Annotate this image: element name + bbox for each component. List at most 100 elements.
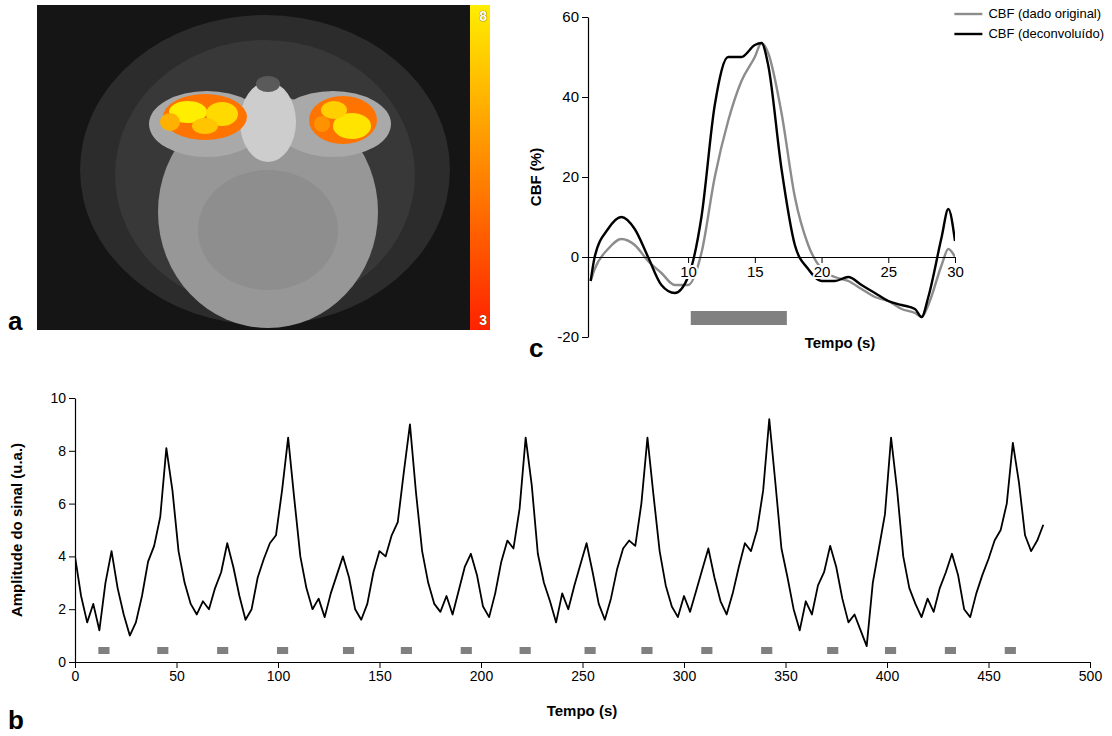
axis-line [588,18,589,338]
y-axis: 0 2 4 6 8 10 [50,390,75,670]
panel-letter: b [8,705,24,735]
activation-blob [321,101,347,119]
stimulus-bar [827,647,838,654]
tick-label: 100 [267,668,291,684]
tick: 0 [58,654,75,670]
tick-label: 250 [571,668,595,684]
tick-label: 6 [58,496,66,512]
series-line [591,43,955,317]
tick-label: 4 [58,548,66,564]
tick: 20 [814,257,831,280]
legend-label: CBF (dado original) [988,6,1101,21]
tick: 100 [267,662,291,684]
tick-mark [582,337,588,338]
image-panel: 38 [37,5,490,330]
stimulus-bar [277,647,288,654]
tick: 4 [58,548,75,564]
x-axis-title: Tempo (s) [547,702,618,719]
tick: 200 [470,662,494,684]
tick: 150 [368,662,392,684]
stimulus-bar [217,647,228,654]
tick-label: 150 [368,668,392,684]
image-background [37,5,470,330]
tick-label: 0 [72,668,80,684]
tick-label: 20 [814,263,831,280]
series-line [75,419,1043,646]
chart-panel: 1015202530-200204060Tempo (s)CBF (%)CBF … [527,6,1104,351]
tick-label: 2 [58,601,66,617]
tick-label: 0 [571,248,579,265]
stimulus-bar [98,647,109,654]
series-line [591,43,955,317]
tissue [256,76,280,92]
tick-mark [69,662,75,663]
legend: CBF (dado original) CBF (deconvoluído) [954,6,1104,41]
tick-label: 25 [880,263,897,280]
axis-line [75,399,76,663]
stimulus-bar [401,647,412,654]
stimulus-bar [761,647,772,654]
legend-swatch [954,13,982,15]
y-axis: -200204060 [557,8,588,345]
tick-label: 10 [680,263,697,280]
tick: 0 [72,662,80,684]
x-axis: 10 15 20 25 30 [589,257,964,280]
activation-blob [192,118,218,134]
tick: 20 [562,168,588,185]
activation-blob [314,116,330,132]
tick: 30 [947,257,964,280]
colorbar-tick-label: 8 [479,8,487,24]
stimulus-bar [343,647,354,654]
tick-mark [582,97,588,98]
colorbar-tick-label: 3 [479,312,487,328]
tissue [240,82,296,162]
tick-label: 50 [169,668,185,684]
tick-mark [69,504,75,505]
tick-label: 10 [50,390,66,406]
tick-label: 15 [747,263,764,280]
tick-label: 60 [562,8,579,25]
tick-mark [69,556,75,557]
tick: 8 [58,443,75,459]
tissue [198,170,338,290]
axis-line [589,257,956,258]
panel-letter: a [8,306,23,336]
tick-mark [582,17,588,18]
tick: -20 [557,328,588,345]
figure: 38a0501001502002503003504004505000246810… [0,0,1112,736]
y-axis-title: CBF (%) [527,148,544,206]
panel-letter: c [529,333,543,363]
activation-blob [160,113,180,131]
plot-area [75,419,1043,654]
stimulus-bar [461,647,472,654]
tick: 400 [876,662,900,684]
x-axis-title: Tempo (s) [805,334,876,351]
tick: 25 [880,257,897,280]
tick-mark [582,257,588,258]
tick-label: 500 [1079,668,1103,684]
colorbar [470,5,490,330]
tick-mark [69,609,75,610]
plot-area [591,43,955,325]
legend-label: CBF (deconvoluído) [988,26,1104,41]
tick: 500 [1079,662,1103,684]
tick-label: 450 [977,668,1001,684]
tick-mark [582,177,588,178]
tick-mark [69,398,75,399]
stimulus-bar [520,647,531,654]
mri-image [37,5,470,330]
tick: 250 [571,662,595,684]
tick: 15 [747,257,764,280]
tick-label: 200 [470,668,494,684]
stimulus-bar [1005,647,1016,654]
tick: 300 [673,662,697,684]
tick-label: 350 [774,668,798,684]
tick: 10 [680,257,697,280]
tick: 10 [50,390,75,406]
activation-blob [309,96,377,144]
tick: 6 [58,496,75,512]
tick-label: 400 [876,668,900,684]
tick-label: -20 [557,328,579,345]
stimulus-bar [585,647,596,654]
tick-mark [69,451,75,452]
